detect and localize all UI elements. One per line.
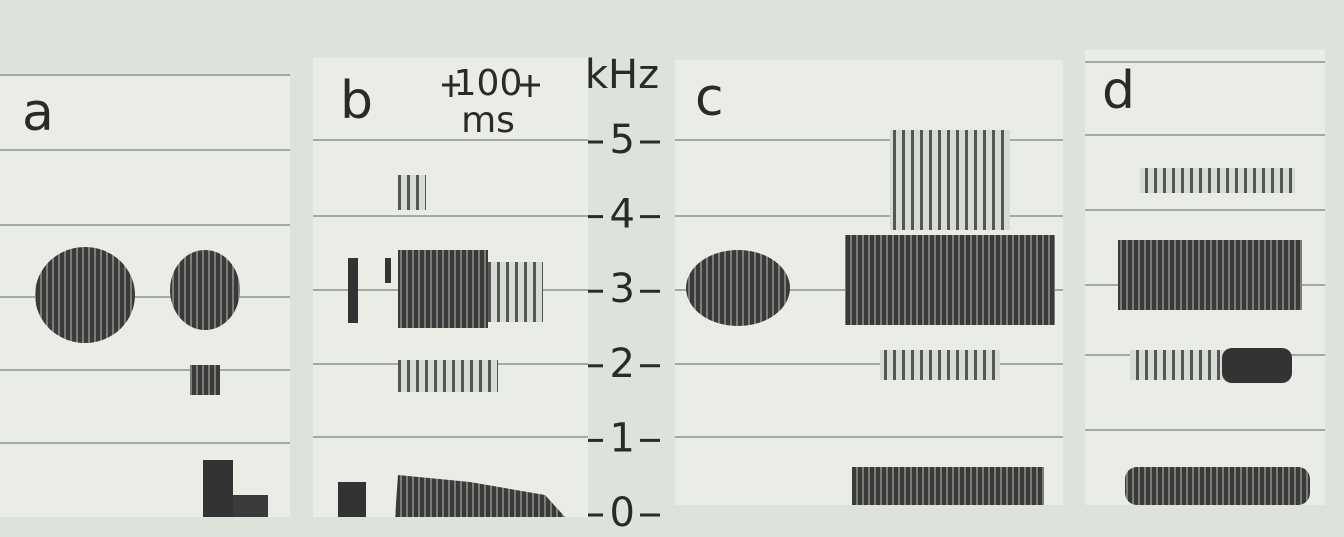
blob bbox=[1130, 350, 1225, 380]
panel-a: a bbox=[0, 75, 290, 517]
blob bbox=[880, 350, 1000, 380]
tick-label: 1 bbox=[610, 415, 635, 461]
panel-label: b bbox=[340, 71, 373, 131]
blob bbox=[488, 262, 543, 322]
tick-label: 3 bbox=[610, 266, 635, 312]
panel-b: b 100 ms bbox=[313, 58, 588, 517]
tick-label: 2 bbox=[610, 341, 635, 387]
blob bbox=[170, 250, 240, 330]
tick-label: 0 bbox=[610, 490, 635, 536]
blob bbox=[686, 250, 790, 326]
blob bbox=[845, 235, 1055, 325]
tick-label: 5 bbox=[610, 117, 635, 163]
blob bbox=[398, 360, 498, 392]
blob bbox=[190, 365, 220, 395]
panel-label: a bbox=[22, 83, 54, 143]
blob bbox=[1118, 240, 1302, 310]
blob bbox=[398, 175, 426, 210]
scale-value: 100 bbox=[454, 63, 523, 104]
figure: a b 100 ms c bbox=[0, 0, 1344, 537]
axis-unit: kHz bbox=[585, 52, 659, 98]
blob bbox=[1140, 168, 1295, 193]
blob bbox=[398, 250, 488, 328]
blob bbox=[890, 130, 1010, 230]
panel-label: d bbox=[1102, 61, 1135, 121]
scale-unit: ms bbox=[461, 100, 515, 141]
blob bbox=[1222, 348, 1292, 383]
blob bbox=[233, 495, 268, 517]
tick-label: 4 bbox=[610, 192, 635, 238]
blob bbox=[1125, 467, 1310, 505]
blob bbox=[35, 247, 135, 343]
panel-c: c bbox=[675, 60, 1063, 505]
blob bbox=[338, 482, 366, 517]
panel-d: d bbox=[1085, 50, 1325, 505]
blob bbox=[203, 460, 233, 517]
blob bbox=[348, 258, 358, 323]
blob bbox=[385, 258, 391, 283]
blob bbox=[852, 467, 1044, 505]
panel-label: c bbox=[695, 68, 724, 128]
